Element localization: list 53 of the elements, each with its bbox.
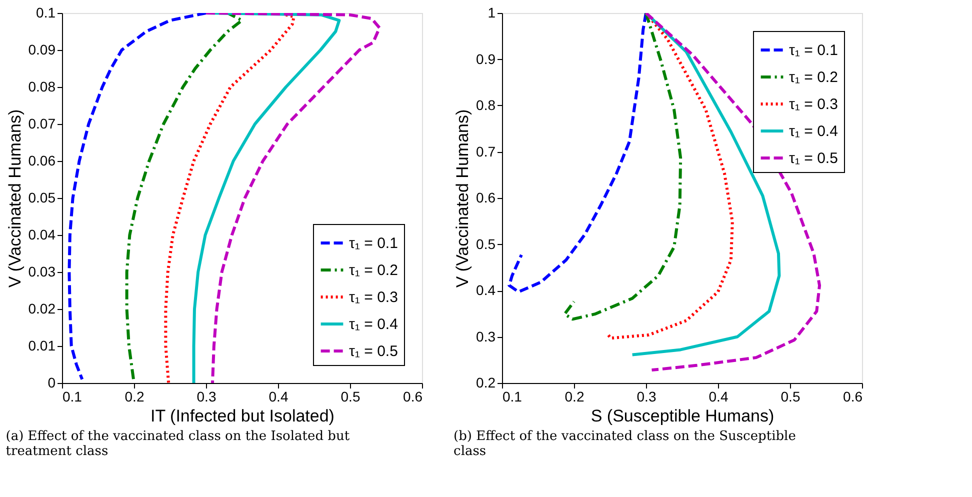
legend-label: τ₁ = 0.4 xyxy=(349,316,398,333)
y-tick-label: 0.03 xyxy=(28,264,56,280)
legend-label: τ₁ = 0.1 xyxy=(349,235,398,252)
x-tick-label: 0.6 xyxy=(403,388,423,404)
legend-label: τ₁ = 0.5 xyxy=(789,150,838,167)
y-tick-label: 0 xyxy=(48,374,56,390)
x-tick-label: 0.5 xyxy=(780,388,800,404)
y-tick-label: 0.07 xyxy=(28,116,56,132)
y-tick-label: 0.09 xyxy=(28,42,56,58)
x-tick-label: 0.6 xyxy=(843,388,863,404)
line-series xyxy=(563,13,682,321)
y-tick-label: 0.05 xyxy=(28,190,56,206)
y-tick-label: 0.2 xyxy=(476,374,496,390)
y-tick-label: 1 xyxy=(488,4,496,20)
x-tick-label: 0.1 xyxy=(502,388,522,404)
legend-label: τ₁ = 0.2 xyxy=(349,262,398,279)
y-tick-label: 0.3 xyxy=(476,328,496,344)
y-axis-title: V (Vaccinated Humans) xyxy=(5,109,24,288)
y-tick-label: 0.04 xyxy=(28,226,56,242)
y-tick-label: 0.01 xyxy=(28,338,56,354)
y-tick-label: 0.9 xyxy=(476,50,496,67)
line-series xyxy=(508,13,648,294)
legend-label: τ₁ = 0.3 xyxy=(789,96,838,113)
x-tick-label: 0.3 xyxy=(636,388,656,404)
text: (a) Effect of the vaccinated class on the Isolated but treatment class xyxy=(6,429,350,459)
x-tick-label: 0.4 xyxy=(268,388,288,404)
x-tick-label: 0.1 xyxy=(62,388,82,404)
y-tick-label: 0.8 xyxy=(476,97,496,113)
line-series xyxy=(68,13,208,381)
line-series xyxy=(606,13,734,340)
y-tick-label: 0.5 xyxy=(476,236,496,252)
x-tick-label: 0.5 xyxy=(340,388,360,404)
line-series xyxy=(630,13,781,356)
y-tick-label: 0.7 xyxy=(476,143,496,160)
x-tick-label: 0.3 xyxy=(196,388,216,404)
text: (b) Effect of the vaccinated class on the Susceptible class xyxy=(454,429,796,459)
x-axis-title: IT (Infected but Isolated) xyxy=(150,406,334,426)
y-tick-label: 0.6 xyxy=(476,190,496,206)
y-tick-label: 0.08 xyxy=(28,78,56,94)
y-tick-label: 0.1 xyxy=(36,4,56,20)
legend-label: τ₁ = 0.2 xyxy=(789,69,838,86)
legend-label: τ₁ = 0.5 xyxy=(349,343,398,360)
y-axis-title: V (Vaccinated Humans) xyxy=(453,109,472,288)
x-tick-label: 0.2 xyxy=(564,388,584,404)
y-tick-label: 0.4 xyxy=(476,282,496,298)
legend-label: τ₁ = 0.3 xyxy=(349,289,398,306)
y-tick-label: 0.02 xyxy=(28,300,56,316)
y-tick-label: 0.06 xyxy=(28,152,56,168)
x-tick-label: 0.2 xyxy=(124,388,144,404)
legend-label: τ₁ = 0.4 xyxy=(789,123,838,140)
legend-label: τ₁ = 0.1 xyxy=(789,42,838,59)
x-axis-title: S (Susceptible Humans) xyxy=(590,406,774,426)
x-tick-label: 0.4 xyxy=(708,388,728,404)
